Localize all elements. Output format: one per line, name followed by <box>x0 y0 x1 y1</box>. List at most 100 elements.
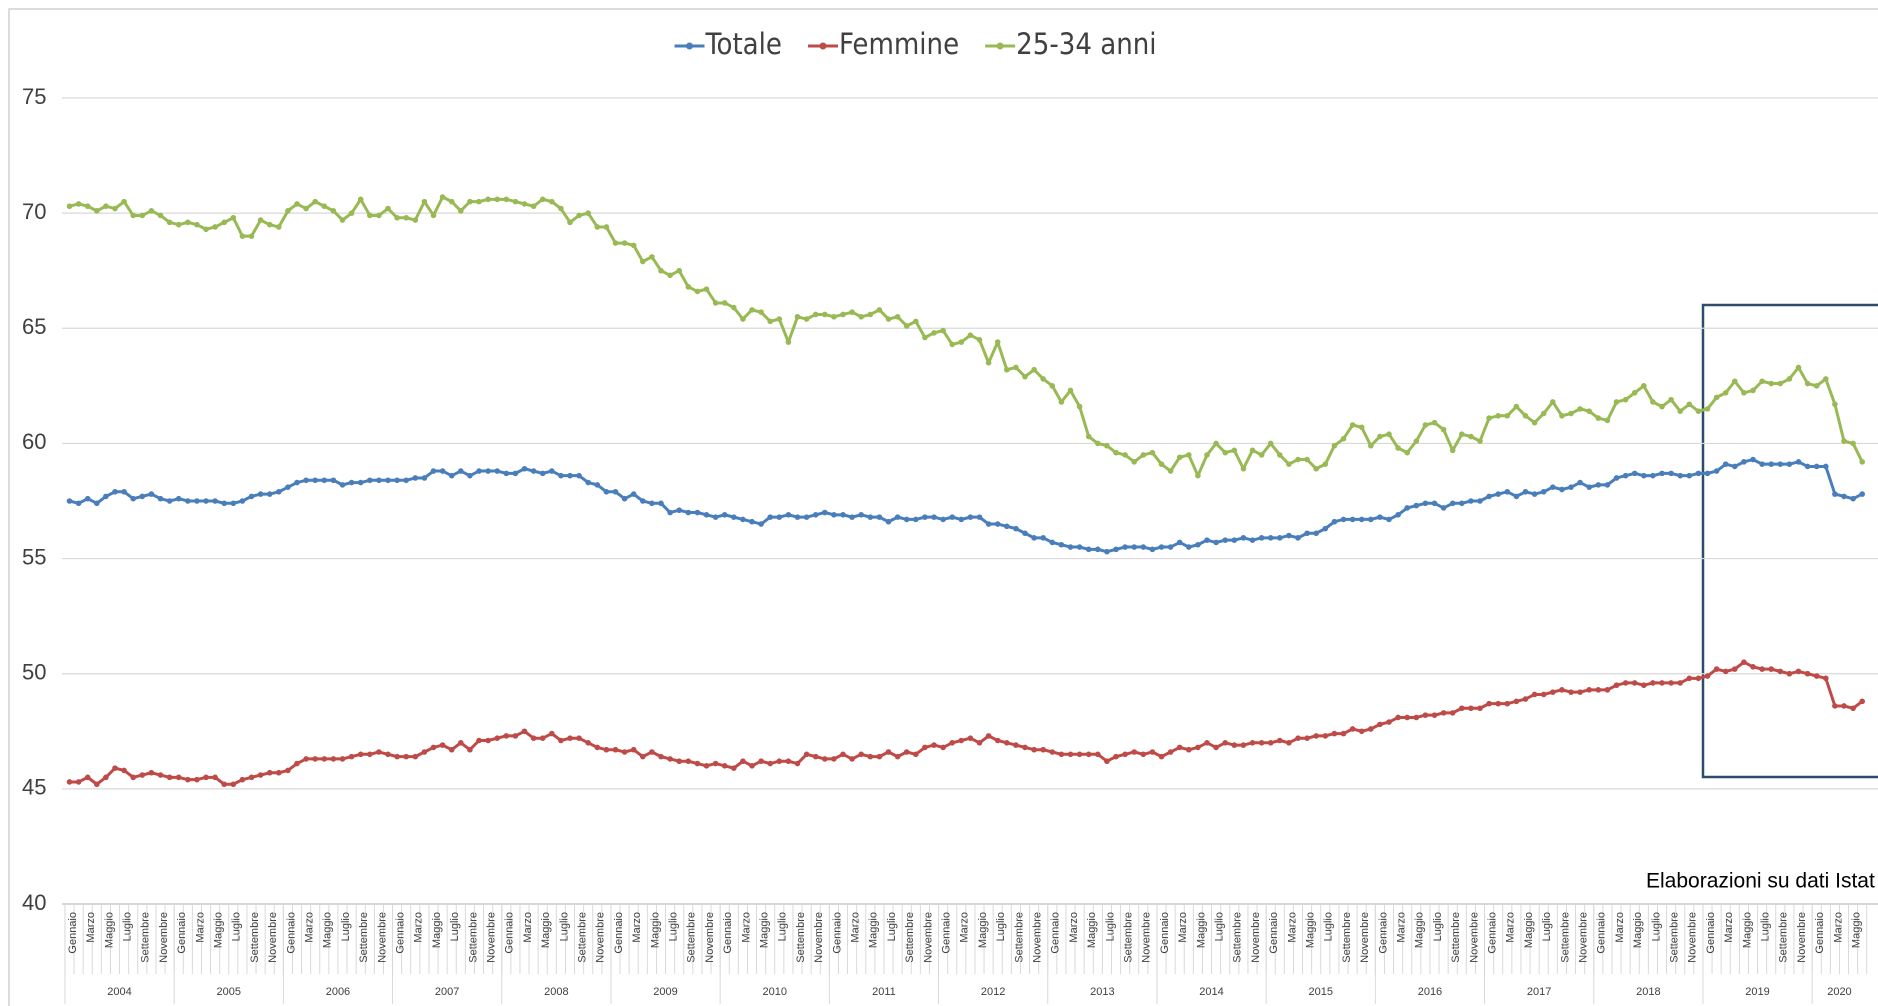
data-point <box>1513 698 1520 705</box>
year-label: 2011 <box>872 986 896 998</box>
data-point <box>285 484 291 490</box>
data-point <box>185 219 191 226</box>
year-label: 2019 <box>1745 986 1769 998</box>
data-point <box>130 774 136 781</box>
data-point <box>1076 751 1083 758</box>
data-point <box>1331 442 1338 449</box>
series-line <box>69 195 1864 478</box>
data-point <box>721 763 728 769</box>
data-point <box>1613 682 1620 689</box>
data-point <box>603 746 610 753</box>
data-point <box>1204 537 1210 543</box>
data-point <box>1104 548 1110 555</box>
data-point <box>658 753 664 760</box>
data-point <box>430 212 437 219</box>
data-point <box>1231 537 1238 543</box>
data-point <box>767 760 773 767</box>
data-point <box>130 212 136 219</box>
x-tick-label: Gennaio <box>1487 912 1499 954</box>
x-tick-label: Gennaio <box>1377 912 1389 954</box>
x-tick-label: Settembre <box>249 912 261 963</box>
data-point <box>576 212 582 219</box>
x-tick-label: Luglio <box>1214 912 1226 941</box>
data-point <box>75 201 82 207</box>
data-point <box>430 468 437 474</box>
x-tick-label: Settembre <box>1232 912 1244 963</box>
data-point <box>175 495 182 502</box>
data-point <box>1131 749 1137 755</box>
data-point <box>458 208 464 214</box>
data-point <box>185 498 191 504</box>
data-point <box>1641 682 1647 689</box>
x-tick-label: Gennaio <box>1050 912 1062 954</box>
data-point <box>694 509 701 516</box>
data-point <box>1304 456 1310 463</box>
data-point <box>612 240 619 246</box>
data-point <box>1013 742 1019 748</box>
data-point <box>667 756 673 762</box>
data-point <box>1668 470 1674 477</box>
y-tick-label: 65 <box>22 314 46 339</box>
data-point <box>640 753 646 760</box>
data-point <box>549 468 555 474</box>
data-point <box>1340 436 1347 442</box>
data-point <box>448 472 455 479</box>
data-point <box>1459 500 1465 507</box>
data-point <box>1022 744 1028 751</box>
data-point <box>1186 452 1192 458</box>
data-point <box>1076 403 1083 410</box>
data-point <box>212 774 218 781</box>
data-point <box>321 756 328 762</box>
data-point <box>239 776 246 783</box>
data-point <box>521 201 528 207</box>
data-point <box>567 219 573 226</box>
data-point <box>894 753 901 760</box>
data-point <box>248 774 255 781</box>
data-point <box>339 756 346 762</box>
chart-border <box>8 8 1878 1006</box>
data-point <box>1650 399 1656 405</box>
data-point <box>603 224 610 230</box>
data-point <box>458 468 464 474</box>
data-point <box>84 203 91 210</box>
data-point <box>66 779 73 785</box>
data-point <box>731 514 737 520</box>
x-tick-label: Maggio <box>1195 912 1207 948</box>
data-point <box>822 756 828 762</box>
data-point <box>1340 730 1347 737</box>
data-point <box>348 479 355 486</box>
x-tick-label: Luglio <box>340 912 352 941</box>
data-point <box>1158 544 1165 550</box>
data-point <box>1422 500 1429 507</box>
data-point <box>148 208 155 214</box>
x-tick-label: Marzo <box>850 912 862 943</box>
data-point <box>1295 735 1301 741</box>
series-line <box>69 458 1863 554</box>
data-point <box>539 735 546 741</box>
data-point <box>166 498 173 504</box>
data-point <box>430 744 437 751</box>
data-point <box>1550 399 1556 405</box>
data-point <box>266 769 273 776</box>
data-point <box>1504 412 1511 419</box>
data-point <box>1577 689 1583 695</box>
data-point <box>1732 463 1738 470</box>
data-point <box>339 217 346 223</box>
data-point <box>1176 454 1183 461</box>
data-point <box>1440 505 1447 511</box>
x-tick-label: Marzo <box>522 912 534 943</box>
x-tick-label: Maggio <box>540 912 552 948</box>
data-point <box>740 316 746 322</box>
data-point <box>1249 740 1256 746</box>
x-tick-label: Novembre <box>1250 912 1262 963</box>
data-point <box>1449 447 1456 454</box>
data-point <box>1204 740 1210 746</box>
x-tick-label: Luglio <box>1650 912 1662 941</box>
data-point <box>994 339 1001 345</box>
legend-label: 25-34 anni <box>1016 27 1156 61</box>
data-point <box>922 744 928 751</box>
data-point <box>1331 730 1338 737</box>
data-point <box>685 509 692 516</box>
data-point <box>640 258 646 265</box>
x-tick-label: Maggio <box>213 912 225 948</box>
